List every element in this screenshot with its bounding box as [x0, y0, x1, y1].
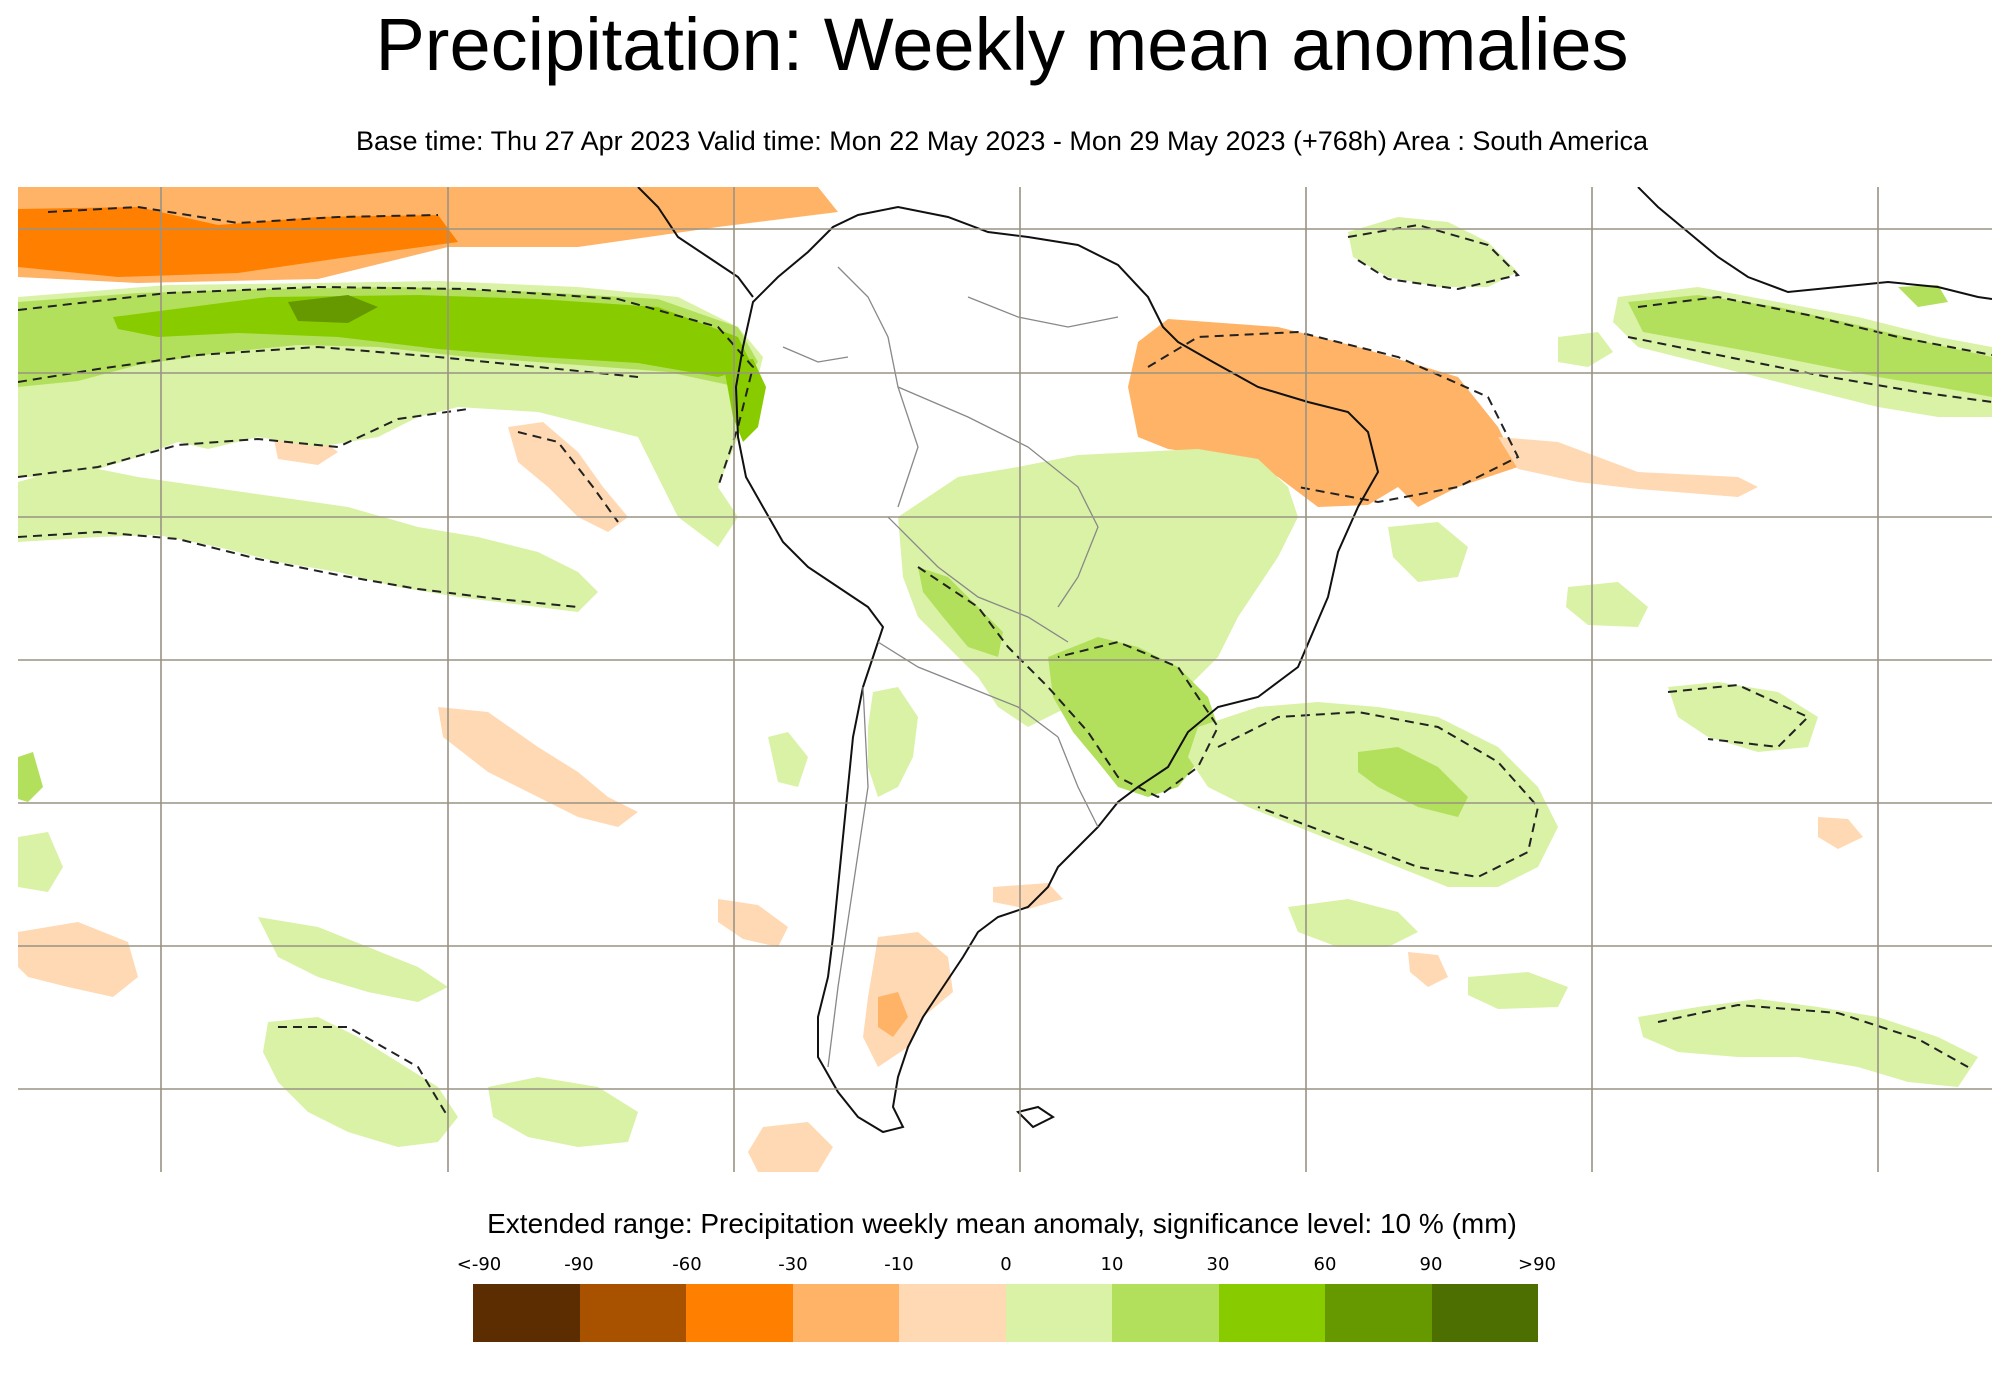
south-america-coastline	[734, 205, 1380, 1134]
map-canvas	[18, 187, 1992, 1172]
south-pacific-wet-c	[488, 1077, 638, 1147]
equatorial-atlantic-wet-light	[1348, 217, 1518, 287]
mid-atlantic-wet-light	[1668, 682, 1818, 752]
legend-label: 60	[1313, 1254, 1337, 1275]
pacific-dry-light-d	[18, 922, 138, 997]
legend-label: 30	[1206, 1254, 1230, 1275]
pacific-itcz-wet-very-strong	[288, 295, 378, 323]
pacific-dry-light-a	[508, 422, 628, 532]
central-america-coastline	[637, 187, 754, 298]
map-subtitle: Base time: Thu 27 Apr 2023 Valid time: M…	[356, 126, 1648, 156]
east-atlantic-wet-moderate	[1628, 295, 1992, 397]
argentina-wet-light	[868, 687, 918, 797]
legend-label: <-90	[456, 1254, 502, 1275]
nigeria-wet-moderate	[1898, 285, 1948, 307]
lat-lon-grid	[18, 187, 1992, 1172]
pacific-dry-light-c	[438, 707, 638, 827]
legend-label: 90	[1419, 1254, 1443, 1275]
legend-swatch	[792, 1284, 899, 1342]
parana-wet-moderate	[1048, 637, 1218, 797]
south-atlantic-wet-moderate	[1358, 747, 1468, 817]
significance-contours	[18, 205, 1992, 1118]
bolivia-wet-moderate	[918, 567, 1003, 657]
legend-label: 0	[1000, 1254, 1012, 1275]
legend-swatch	[473, 1284, 580, 1342]
pacific-itcz-wet-strong	[113, 295, 753, 377]
south-pacific-wet-b	[258, 917, 448, 1002]
country-borders	[782, 266, 1119, 1068]
legend-color-bar	[473, 1284, 1538, 1342]
tropical-atlantic-wet-light	[1388, 522, 1468, 582]
south-atlantic-wet-light	[1188, 702, 1558, 887]
legend-swatch	[899, 1284, 1006, 1342]
legend-swatch	[686, 1284, 793, 1342]
ocean-wet-light-4	[1468, 972, 1568, 1009]
anomaly-map[interactable]	[18, 187, 1992, 1172]
atlantic-dry-light-tail	[1498, 437, 1758, 497]
falkland-islands	[1016, 1105, 1055, 1129]
legend-label: 10	[1100, 1254, 1124, 1275]
south-atlantic-dry-light	[1408, 952, 1448, 987]
patagonia-dry-moderate	[878, 992, 908, 1037]
legend-label: -60	[672, 1254, 702, 1275]
legend-swatch	[579, 1284, 686, 1342]
south-pacific-wet-light	[18, 465, 598, 612]
legend-labels: <-90 -90 -60 -30 -10 0 10 30 60 90 >90	[372, 1254, 1692, 1278]
legend-label: >90	[1518, 1254, 1556, 1275]
africa-coastline	[1637, 187, 1992, 300]
legend-swatch	[1431, 1284, 1538, 1342]
chile-wet-light	[768, 732, 808, 787]
legend-label: -10	[884, 1254, 914, 1275]
coastlines	[637, 187, 1992, 1134]
west-edge-wet-moderate	[18, 752, 43, 802]
legend-title: Extended range: Precipitation weekly mea…	[487, 1208, 1517, 1239]
patagonia-dry-light	[863, 932, 953, 1067]
legend-label: -30	[778, 1254, 808, 1275]
legend-label: -90	[564, 1254, 594, 1275]
page-title: Precipitation: Weekly mean anomalies	[375, 3, 1629, 86]
west-edge-wet-light	[18, 832, 63, 892]
ocean-wet-light-2	[1566, 582, 1648, 627]
south-dry-light	[748, 1122, 833, 1172]
north-pacific-dry-strong	[18, 207, 458, 277]
legend-swatch	[1218, 1284, 1325, 1342]
ocean-wet-light-3	[1288, 899, 1418, 947]
pacific-dry-light-e	[718, 899, 788, 947]
legend-swatch	[1005, 1284, 1112, 1342]
south-indian-wet-light	[1638, 999, 1978, 1087]
legend-swatch	[1325, 1284, 1432, 1342]
east-dry-light	[1818, 817, 1863, 849]
central-dry-light	[993, 883, 1063, 909]
dry-anomaly-areas	[18, 187, 1863, 1172]
gulf-guinea-wet-light	[1558, 332, 1613, 367]
wet-anomaly-areas	[18, 217, 1992, 1147]
south-pacific-wet-a	[263, 1017, 458, 1147]
amazon-wet-light	[898, 449, 1298, 727]
legend-swatch	[1112, 1284, 1219, 1342]
